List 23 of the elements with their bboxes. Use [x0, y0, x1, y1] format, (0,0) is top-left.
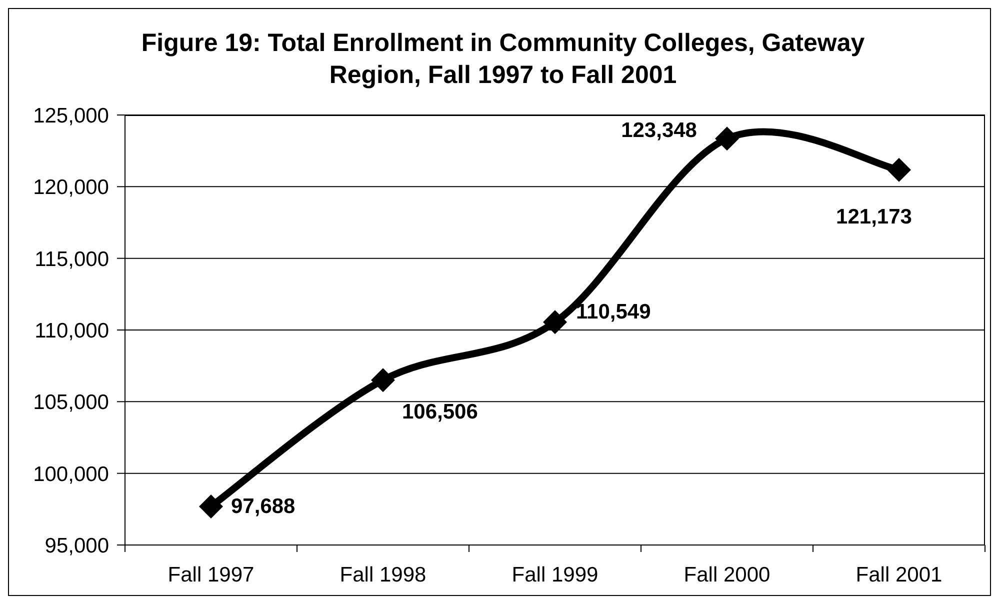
point — [543, 310, 567, 334]
x-tick-label: Fall 2000 — [684, 564, 770, 586]
y-tick-label: 100,000 — [33, 462, 109, 486]
point — [199, 494, 223, 518]
data-label: 110,549 — [576, 300, 651, 324]
data-label: 97,688 — [231, 494, 296, 518]
y-tick-label: 110,000 — [34, 319, 109, 342]
y-tick-label: 105,000 — [33, 391, 109, 414]
x-tick-label: Fall 2001 — [856, 564, 942, 586]
x-tick-label: Fall 1998 — [340, 564, 426, 586]
y-tick-label: 120,000 — [33, 176, 109, 200]
data-label: 106,506 — [402, 400, 478, 424]
x-tick-label: Fall 1997 — [168, 564, 254, 586]
y-tick-label: 125,000 — [33, 104, 109, 128]
x-tick-label: Fall 1999 — [512, 564, 598, 586]
y-tick-label: 115,000 — [34, 248, 109, 271]
chart-title: Figure 19: Total Enrollment in Community Colleges, Gateway Region, Fall 1997 to Fall 2001 — [140, 28, 866, 91]
y-tick-label: 95,000 — [44, 534, 109, 558]
point — [887, 158, 911, 182]
data-label: 123,348 — [621, 119, 698, 142]
point — [715, 126, 739, 151]
point — [371, 368, 395, 392]
data-label: 121,173 — [836, 205, 912, 228]
